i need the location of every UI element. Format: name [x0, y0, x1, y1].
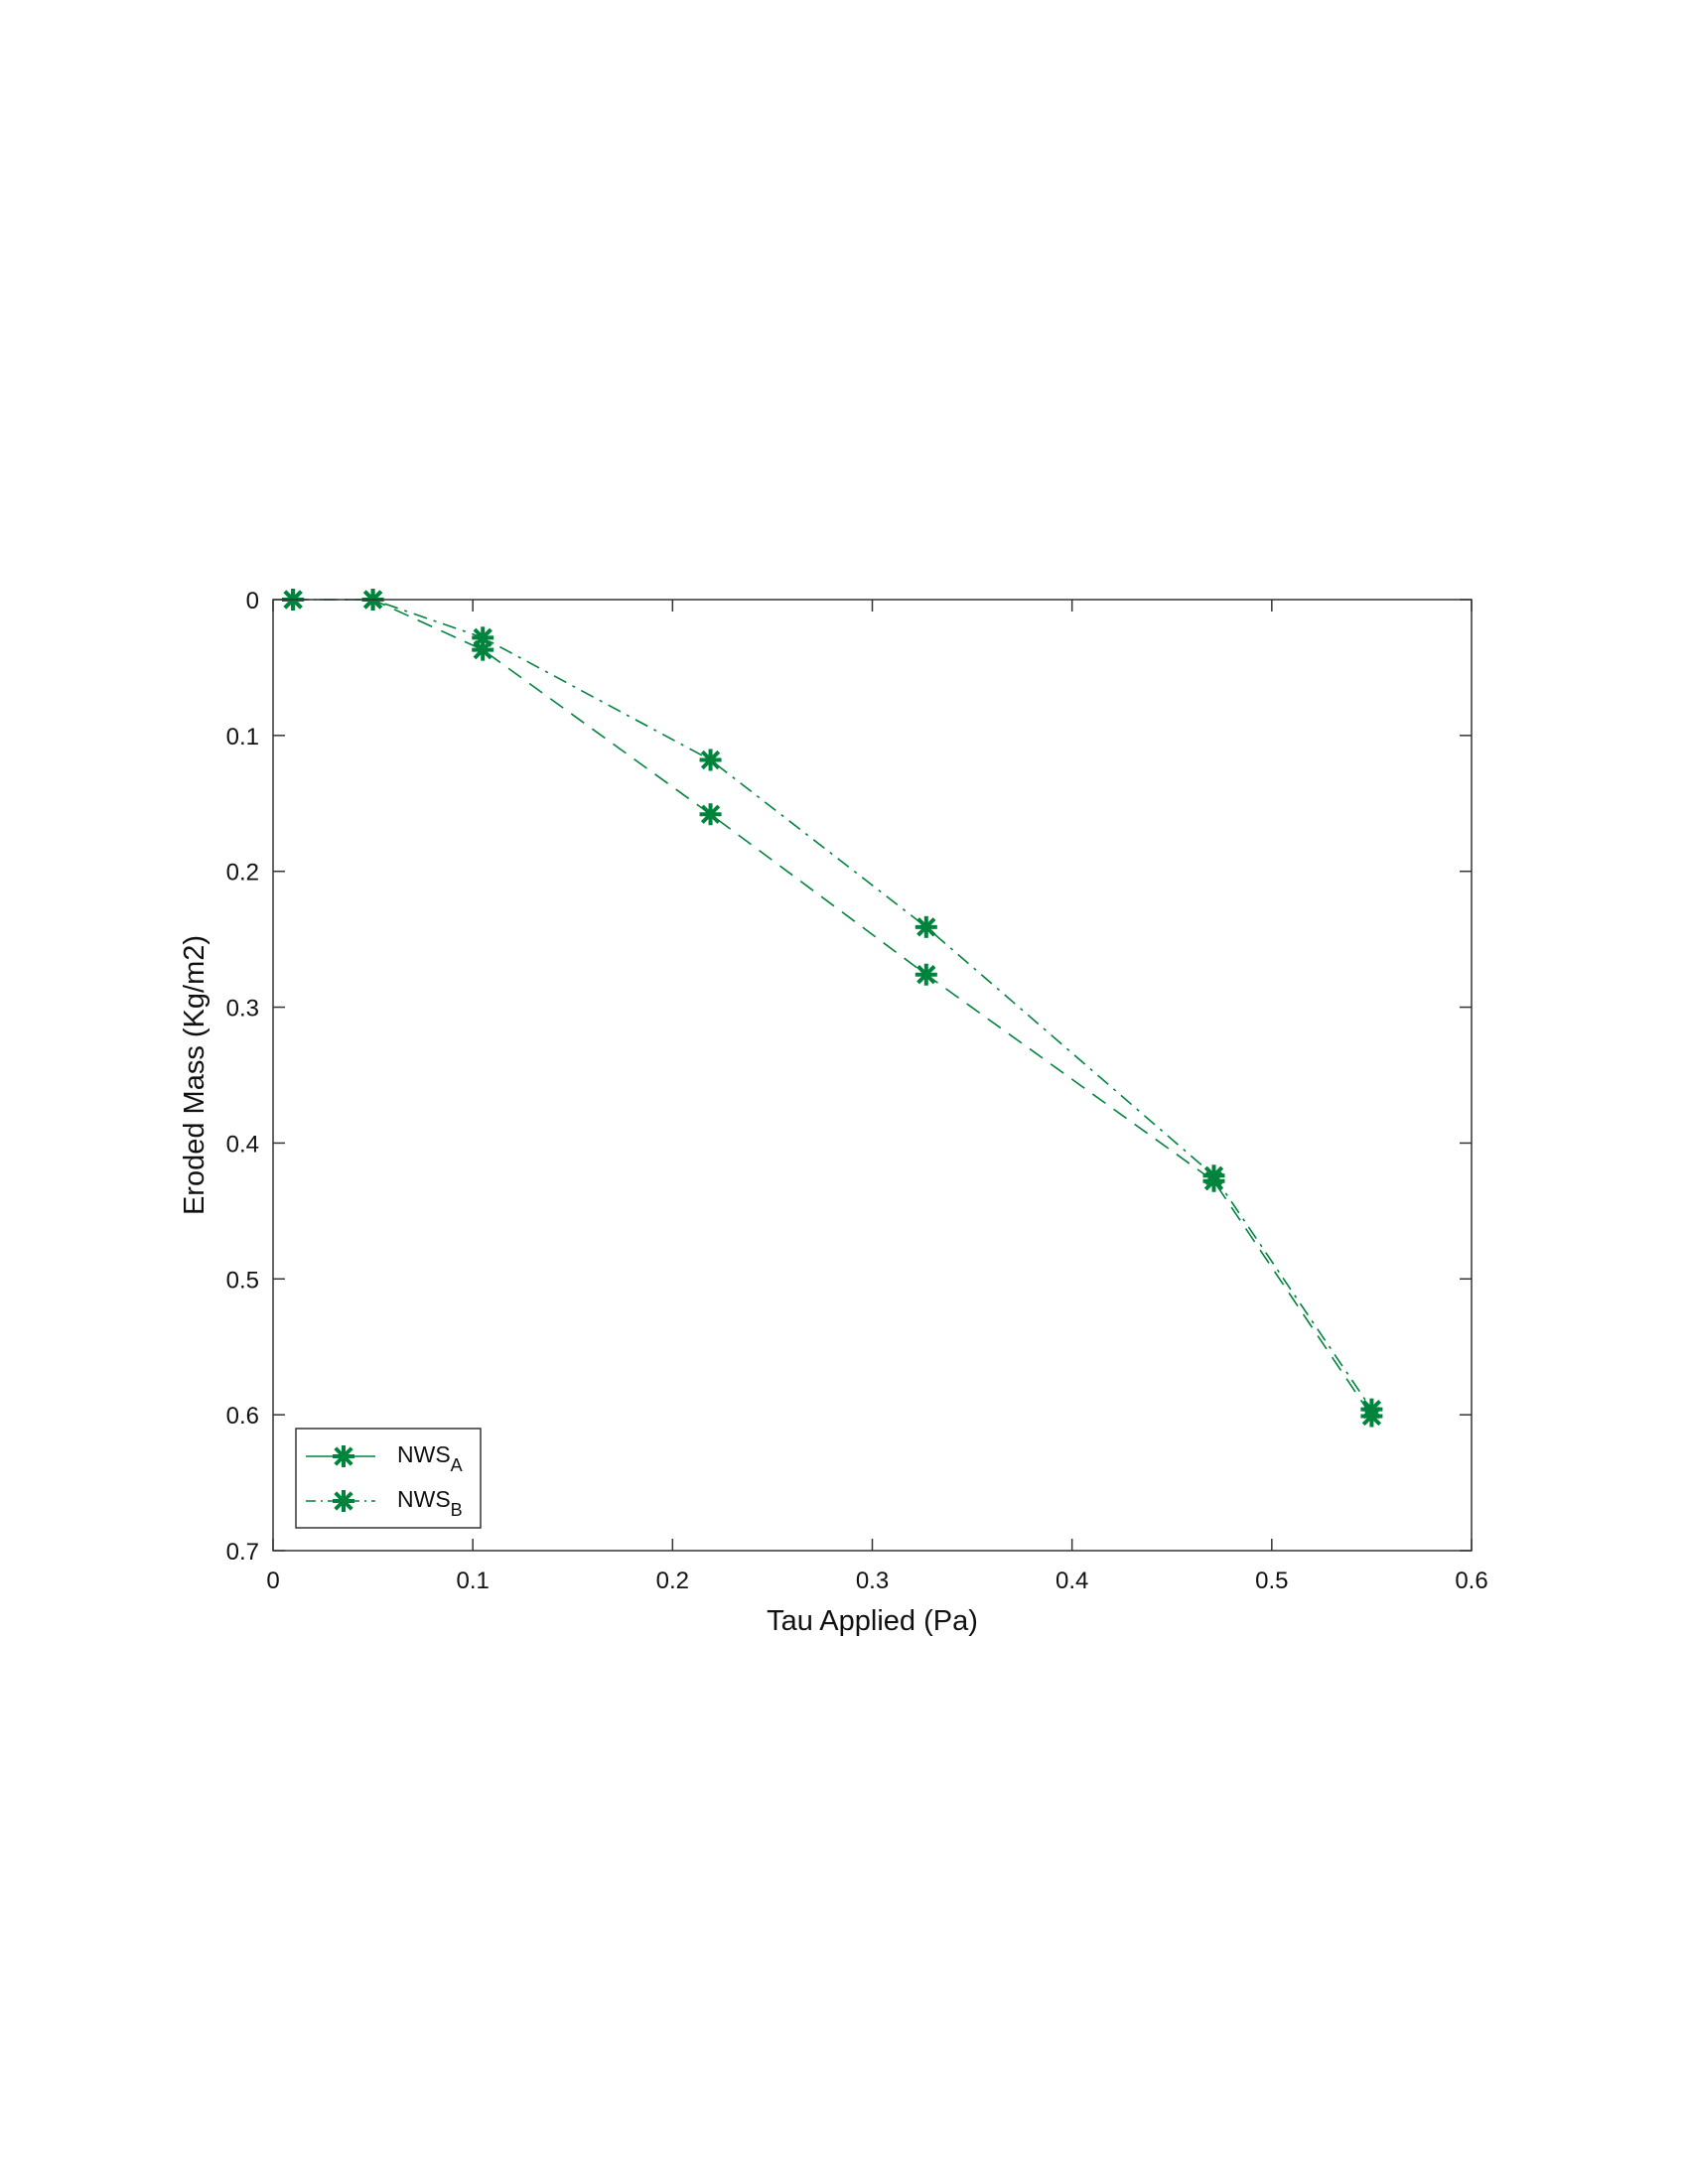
y-axis-label: Eroded Mass (Kg/m2): [179, 935, 211, 1215]
data-point-b: [1202, 1164, 1225, 1187]
x-axis-label: Tau Applied (Pa): [767, 1605, 978, 1637]
y-tick-label: 0.7: [226, 1539, 259, 1566]
legend: NWSA NWSB: [295, 1428, 482, 1529]
y-tick-label: 0.3: [226, 996, 259, 1023]
legend-item: NWSB: [306, 1486, 463, 1520]
legend-item: NWSA: [306, 1441, 463, 1475]
data-point-b: [914, 915, 937, 938]
legend-box: [295, 1428, 482, 1529]
data-point-b: [472, 626, 494, 649]
series-line-a: [293, 599, 1373, 1417]
y-tick-label: 0.2: [226, 860, 259, 887]
x-tick-label: 0.5: [1255, 1568, 1288, 1594]
y-tick-label: 0.1: [226, 724, 259, 751]
x-tick-label: 0.3: [856, 1568, 889, 1594]
x-tick-label: 0.4: [1055, 1568, 1088, 1594]
data-point-a: [914, 963, 937, 986]
legend-marker-icon: [333, 1490, 354, 1512]
data-point-b: [699, 749, 722, 771]
y-tick-label: 0: [246, 588, 259, 614]
x-tick-label: 0.1: [456, 1568, 489, 1594]
plot-frame: [272, 599, 1473, 1552]
series-line-b: [293, 599, 1373, 1411]
y-tick-label: 0.6: [226, 1403, 259, 1430]
legend-label: NWSA: [397, 1441, 463, 1475]
legend-marker-icon: [333, 1445, 354, 1467]
x-tick-label: 0.2: [656, 1568, 689, 1594]
x-tick-label: 0.6: [1455, 1568, 1487, 1594]
data-point-b: [1360, 1398, 1383, 1421]
x-tick-label: 0: [266, 1568, 279, 1594]
y-tick-label: 0.4: [226, 1131, 259, 1158]
legend-label: NWSB: [397, 1486, 463, 1520]
y-tick-label: 0.5: [226, 1267, 259, 1294]
data-point-a: [699, 803, 722, 826]
